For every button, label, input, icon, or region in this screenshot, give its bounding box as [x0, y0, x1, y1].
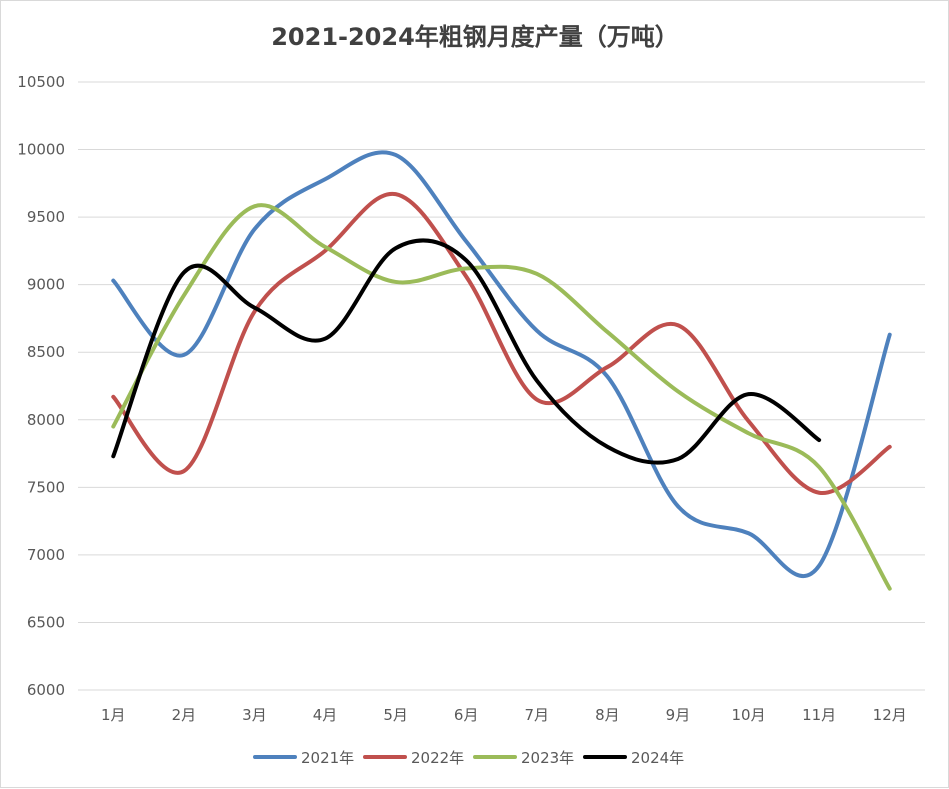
legend-label: 2022年 — [411, 749, 464, 767]
x-tick-label: 4月 — [313, 706, 338, 724]
y-axis-tick-labels: 6000 6500 7000 7500 8000 8500 9000 9500 10000 105… — [17, 73, 65, 699]
y-tick-label: 6000 — [27, 681, 65, 699]
y-tick-label: 9000 — [27, 276, 65, 294]
y-tick-label: 10500 — [17, 73, 65, 91]
gridlines — [78, 81, 925, 691]
y-tick-label: 6500 — [27, 613, 65, 631]
legend-item: 2021年 — [253, 749, 354, 767]
y-tick-label: 7500 — [27, 478, 65, 496]
x-axis-tick-labels: 1月 2月 3月 4月 5月 6月 7月 8月 9月 10月 11月 12月 — [101, 706, 907, 724]
y-tick-label: 9500 — [27, 208, 65, 226]
x-tick-label: 7月 — [525, 706, 550, 724]
x-tick-label: 9月 — [666, 706, 691, 724]
x-tick-label: 1月 — [101, 706, 126, 724]
chart-title: 2021-2024年粗钢月度产量（万吨） — [271, 23, 679, 51]
legend-label: 2024年 — [631, 749, 684, 767]
x-tick-label: 12月 — [873, 706, 907, 724]
series-line-2024年 — [111, 238, 822, 465]
legend-label: 2023年 — [521, 749, 574, 767]
y-tick-label: 8000 — [27, 411, 65, 429]
x-tick-label: 8月 — [595, 706, 620, 724]
x-tick-label: 11月 — [802, 706, 836, 724]
series-line-2021年 — [111, 150, 892, 578]
y-tick-label: 10000 — [17, 141, 65, 159]
legend-item: 2022年 — [363, 749, 464, 767]
x-tick-label: 6月 — [454, 706, 479, 724]
legend-label: 2021年 — [301, 749, 354, 767]
x-tick-label: 10月 — [731, 706, 765, 724]
series-lines — [111, 150, 892, 591]
y-tick-label: 7000 — [27, 546, 65, 564]
legend-item: 2024年 — [583, 749, 684, 767]
x-tick-label: 2月 — [172, 706, 197, 724]
series-line-2022年 — [111, 192, 892, 495]
legend: 2021年 2022年 2023年 2024年 — [253, 749, 684, 767]
series-line-2023年 — [111, 203, 892, 591]
x-tick-label: 3月 — [242, 706, 267, 724]
legend-item: 2023年 — [473, 749, 574, 767]
x-tick-label: 5月 — [383, 706, 408, 724]
y-tick-label: 8500 — [27, 343, 65, 361]
